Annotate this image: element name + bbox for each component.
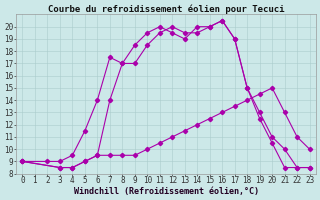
- Title: Courbe du refroidissement éolien pour Tecuci: Courbe du refroidissement éolien pour Te…: [48, 4, 284, 14]
- X-axis label: Windchill (Refroidissement éolien,°C): Windchill (Refroidissement éolien,°C): [74, 187, 259, 196]
